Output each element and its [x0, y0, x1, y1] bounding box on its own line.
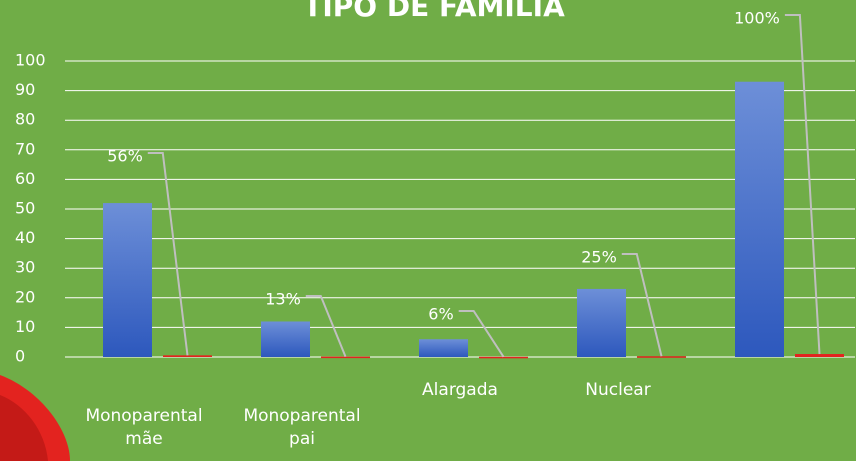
- leader-line: [148, 153, 188, 355]
- y-tick-label: 30: [15, 258, 35, 277]
- leader-line: [306, 296, 346, 357]
- leader-line: [622, 254, 662, 356]
- data-label: 100%: [734, 9, 780, 28]
- x-tick-label: Alargada: [422, 380, 498, 400]
- leader-line: [785, 15, 820, 354]
- y-tick-label: 0: [15, 347, 25, 366]
- y-tick-label: 70: [15, 139, 35, 158]
- bar: [163, 355, 212, 357]
- y-tick-label: 100: [15, 51, 46, 70]
- y-tick-label: 50: [15, 199, 35, 218]
- bar: [419, 339, 468, 357]
- y-tick-label: 80: [15, 110, 35, 129]
- data-label: 56%: [107, 147, 143, 166]
- data-label: 6%: [428, 305, 453, 324]
- x-tick-label: Nuclear: [585, 380, 650, 400]
- chart: TIPO DE FAMILIA 0 10 20 30 40 50 60 70 80 90 100 Mo…: [0, 0, 856, 461]
- bar: [479, 357, 528, 359]
- bar: [637, 356, 686, 358]
- bar: [735, 82, 784, 357]
- bar: [261, 321, 310, 357]
- bar: [321, 357, 370, 359]
- bar: [795, 354, 844, 357]
- y-tick-label: 90: [15, 80, 35, 99]
- y-tick-label: 60: [15, 169, 35, 188]
- chart-title: TIPO DE FAMILIA: [303, 0, 565, 23]
- data-label: 13%: [265, 290, 301, 309]
- y-tick-label: 20: [15, 287, 35, 306]
- bar: [103, 203, 152, 357]
- bar: [577, 289, 626, 357]
- data-label: 25%: [581, 248, 617, 267]
- y-tick-label: 10: [15, 317, 35, 336]
- y-tick-label: 40: [15, 228, 35, 247]
